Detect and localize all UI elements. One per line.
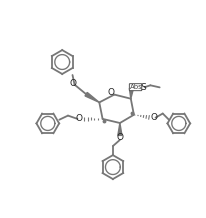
Text: O: O [151,113,158,122]
Text: O: O [76,114,83,123]
FancyBboxPatch shape [129,84,142,91]
Polygon shape [129,88,133,99]
Polygon shape [85,92,99,102]
Text: O: O [107,88,114,97]
Text: Abs: Abs [130,84,142,90]
Polygon shape [118,123,122,135]
Text: S: S [140,83,146,92]
Text: O: O [116,133,123,142]
Text: O: O [69,79,76,88]
